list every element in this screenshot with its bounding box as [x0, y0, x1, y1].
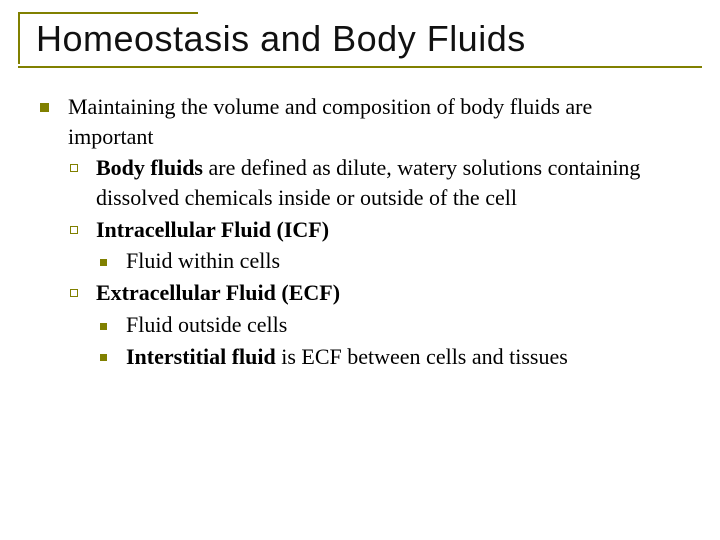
- bullet-level2: Extracellular Fluid (ECF) Fluid outside …: [68, 278, 680, 371]
- square-bullet-small-icon: [100, 259, 107, 266]
- slide-title: Homeostasis and Body Fluids: [36, 18, 720, 60]
- bullet-level2: Body fluids are defined as dilute, water…: [68, 153, 680, 212]
- level2-bold: Body fluids: [96, 155, 203, 180]
- level3-text: Fluid outside cells: [126, 312, 287, 337]
- title-region: Homeostasis and Body Fluids: [0, 0, 720, 66]
- bullet-level3: Fluid outside cells: [96, 310, 680, 340]
- bullet-level1: Maintaining the volume and composition o…: [40, 92, 680, 371]
- title-rule-bottom: [18, 66, 702, 68]
- level3-text: is ECF between cells and tissues: [276, 344, 568, 369]
- square-bullet-small-icon: [100, 323, 107, 330]
- bullet-level2: Intracellular Fluid (ICF) Fluid within c…: [68, 215, 680, 276]
- bullet-level3: Fluid within cells: [96, 246, 680, 276]
- slide-body: Maintaining the volume and composition o…: [0, 66, 720, 371]
- level3-text: Fluid within cells: [126, 248, 280, 273]
- square-bullet-small-icon: [100, 354, 107, 361]
- hollow-square-bullet-icon: [70, 226, 78, 234]
- title-rule-left: [18, 12, 20, 64]
- level1-text: Maintaining the volume and composition o…: [68, 94, 592, 149]
- bullet-level3: Interstitial fluid is ECF between cells …: [96, 342, 680, 372]
- title-rule-top: [18, 12, 198, 14]
- level3-bold: Interstitial fluid: [126, 344, 276, 369]
- hollow-square-bullet-icon: [70, 289, 78, 297]
- square-bullet-icon: [40, 103, 49, 112]
- level2-bold: Intracellular Fluid (ICF): [96, 217, 329, 242]
- hollow-square-bullet-icon: [70, 164, 78, 172]
- level2-bold: Extracellular Fluid (ECF): [96, 280, 340, 305]
